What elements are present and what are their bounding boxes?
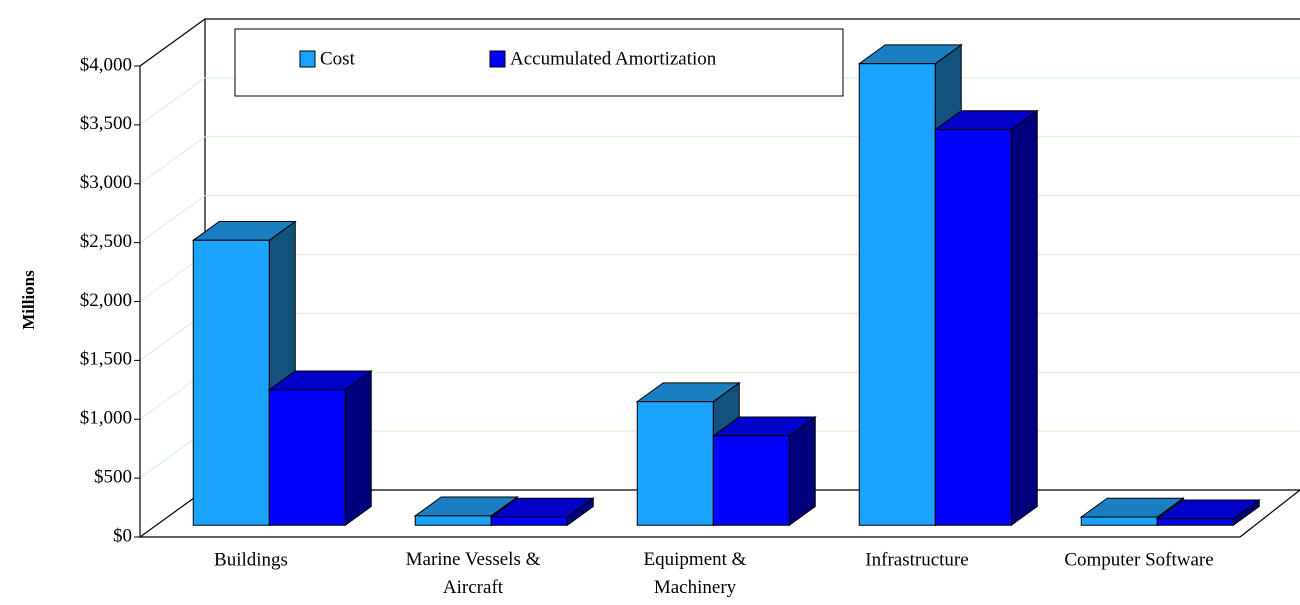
bar-front [192, 239, 270, 526]
bar-front [414, 515, 492, 526]
x-tick-label: Infrastructure [865, 549, 968, 570]
bar-front [1156, 518, 1234, 526]
y-axis-title: Millions [19, 270, 38, 330]
bar-front [934, 129, 1012, 526]
legend-swatch [489, 50, 506, 68]
y-tick-label: $2,500 [80, 231, 132, 252]
y-tick-label: $3,000 [80, 172, 132, 193]
bar-front [858, 63, 936, 526]
y-tick-label: $4,000 [80, 54, 132, 75]
y-tick-label: $0 [113, 525, 132, 546]
legend-label: Cost [320, 48, 356, 69]
grid-line [139, 254, 1300, 302]
bar-front [490, 516, 568, 526]
y-tick-label: $1,500 [80, 349, 132, 370]
bar [489, 497, 595, 527]
y-tick-label: $1,000 [80, 408, 132, 429]
bar-front [1080, 516, 1158, 526]
x-tick-label: Computer Software [1064, 549, 1213, 570]
bar-side [344, 370, 372, 527]
y-tick-label: $2,000 [80, 290, 132, 311]
y-tick-label: $3,500 [80, 113, 132, 134]
bar [635, 381, 741, 527]
bar-front [636, 401, 714, 526]
x-tick-label: Marine Vessels & Aircraft [406, 549, 541, 598]
grid-line [139, 136, 1300, 185]
x-tick-label: Buildings [214, 549, 288, 570]
bar [1155, 498, 1261, 527]
bar [267, 370, 373, 527]
bar [711, 415, 817, 527]
bar-front [712, 435, 790, 526]
x-tick-label: Equipment & Machinery [644, 549, 747, 598]
grid-line [139, 312, 1300, 361]
bar [191, 220, 297, 527]
bar [933, 109, 1039, 527]
bar-side [1010, 109, 1038, 527]
legend-swatch [299, 50, 316, 68]
legend [234, 28, 844, 97]
y-tick-label: $500 [94, 466, 132, 487]
bar-front [268, 389, 346, 526]
grid-line [139, 195, 1300, 244]
legend-label: Accumulated Amortization [510, 48, 717, 69]
